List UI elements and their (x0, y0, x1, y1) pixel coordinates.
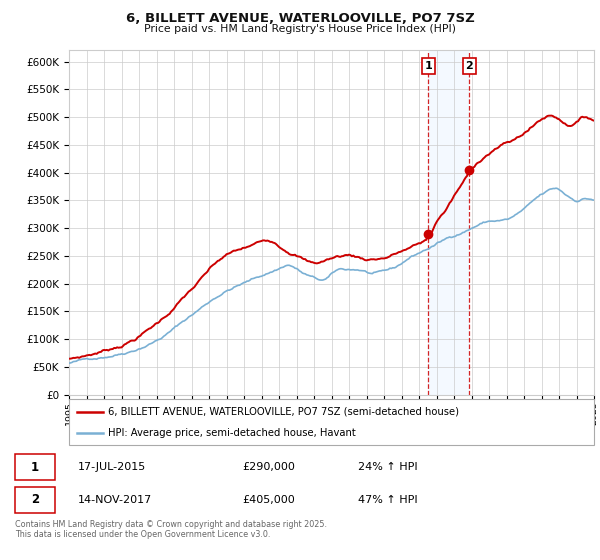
Text: £290,000: £290,000 (242, 463, 295, 472)
Text: 47% ↑ HPI: 47% ↑ HPI (358, 495, 417, 505)
Text: 2: 2 (466, 61, 473, 71)
Text: 2: 2 (31, 493, 39, 506)
Text: 24% ↑ HPI: 24% ↑ HPI (358, 463, 417, 472)
FancyBboxPatch shape (15, 454, 55, 480)
Text: 1: 1 (425, 61, 433, 71)
FancyBboxPatch shape (15, 487, 55, 513)
Bar (428, 50, 469, 395)
Text: Contains HM Land Registry data © Crown copyright and database right 2025.
This d: Contains HM Land Registry data © Crown c… (15, 520, 327, 539)
FancyBboxPatch shape (69, 399, 594, 445)
Text: Price paid vs. HM Land Registry's House Price Index (HPI): Price paid vs. HM Land Registry's House … (144, 24, 456, 34)
Text: 6, BILLETT AVENUE, WATERLOOVILLE, PO7 7SZ (semi-detached house): 6, BILLETT AVENUE, WATERLOOVILLE, PO7 7S… (109, 407, 460, 417)
Text: 14-NOV-2017: 14-NOV-2017 (78, 495, 152, 505)
Text: 6, BILLETT AVENUE, WATERLOOVILLE, PO7 7SZ: 6, BILLETT AVENUE, WATERLOOVILLE, PO7 7S… (125, 12, 475, 25)
Text: HPI: Average price, semi-detached house, Havant: HPI: Average price, semi-detached house,… (109, 428, 356, 438)
Text: 1: 1 (31, 461, 39, 474)
Text: £405,000: £405,000 (242, 495, 295, 505)
Text: 17-JUL-2015: 17-JUL-2015 (78, 463, 146, 472)
